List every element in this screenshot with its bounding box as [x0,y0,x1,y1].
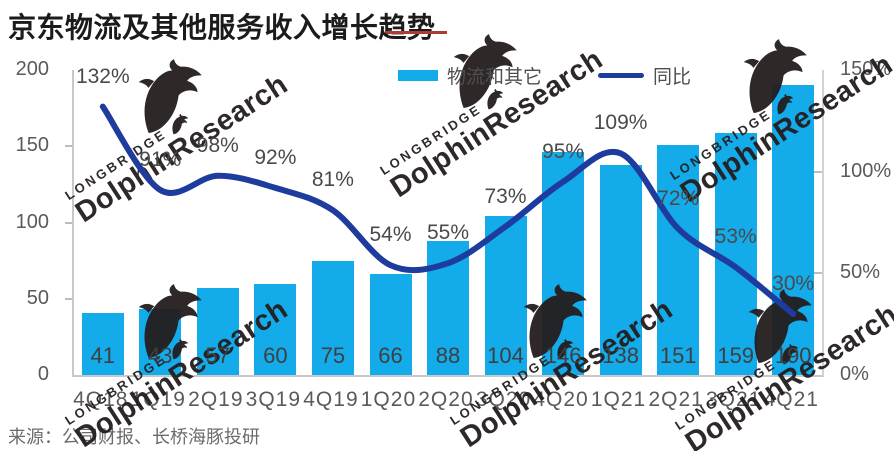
x-axis-label: 2Q19 [188,388,244,411]
bar-value-label: 60 [263,343,288,368]
plot-area: 41 43 57 60 75 66 88 104 146 138 151 159 190 132% 91% 9… [65,65,824,377]
pct-label: 95% [542,139,585,163]
legend: 物流和其它 同比 [398,62,691,89]
bar: 151 [657,144,700,375]
y-axis-tick [65,297,72,300]
y-axis-label-left: 50 [26,286,49,309]
bar: 57 [196,288,239,375]
y-axis-tick [65,221,72,224]
y-axis-label-right: 150% [840,58,892,80]
bar-value-label: 43 [148,343,173,368]
x-axis-label: 4Q21 [763,388,819,411]
bar-value-label: 151 [659,343,697,368]
legend-item-bar: 物流和其它 [398,62,542,89]
pct-label: 72% [657,186,700,210]
x-axis-label: 1Q21 [590,388,647,411]
legend-item-line: 同比 [598,62,691,89]
legend-label-line: 同比 [653,67,692,88]
pct-label: 92% [254,145,297,169]
bar-value-label: 159 [717,343,755,368]
chart-title: 京东物流及其他服务收入增长趋势 [8,12,436,43]
y-axis-label-right: 0% [840,363,869,385]
bar: 60 [254,283,297,375]
bar: 159 [714,132,757,375]
bar: 138 [599,164,642,375]
growth-line [99,103,797,317]
y-axis-tick [65,145,72,148]
pct-label: 30% [772,272,815,295]
x-axis-label: 4Q19 [303,388,359,411]
x-axis-label: 2Q20 [418,388,474,411]
growth-line-path [99,103,797,317]
bar-value-label: 41 [90,343,116,368]
legend-label-bar: 物流和其它 [447,67,543,88]
title-red-mark [386,31,447,34]
y-axis-label-left: 150 [15,134,49,157]
x-axis-label: 4Q18 [73,388,129,411]
y-axis-label-left: 200 [15,58,49,80]
pct-label: 91% [139,148,182,171]
y-axis-left: 0 50 100 150 200 [0,58,64,385]
y-axis-label-left: 100 [15,210,49,233]
pct-label: 132% [75,64,130,88]
bar-value-label: 146 [544,343,582,368]
x-axis-label: 2Q21 [648,388,704,411]
pct-label: 73% [484,184,527,208]
bar-value-label: 138 [602,343,639,368]
bar-value-label: 190 [774,343,812,368]
pct-label: 81% [311,168,354,192]
source-note: 来源：公司财报、长桥海豚投研 [8,427,260,447]
x-axis-label: 1Q20 [360,388,417,411]
bar-value-label: 88 [435,343,461,368]
bar: 66 [369,274,412,375]
y-axis-label-right: 100% [840,159,892,182]
bar: 104 [484,216,527,375]
x-axis-label: 3Q21 [705,388,762,411]
pct-label: 98% [196,133,239,157]
x-axis-label: 3Q19 [245,388,302,411]
x-axis-label: 3Q20 [475,388,532,411]
bar-value-label: 57 [205,343,231,368]
y-axis-tick [814,272,822,275]
bar: 41 [81,312,124,375]
x-axis: 4Q18 1Q19 2Q19 3Q19 4Q19 1Q20 2Q20 3Q20 4Q20 1Q21… [72,388,820,414]
bar-value-label: 104 [487,343,524,368]
line-swatch-icon [598,73,645,78]
bar-value-label: 75 [320,343,346,368]
y-axis-label-right: 50% [840,261,881,284]
pct-label: 55% [426,221,470,245]
pct-label: 53% [714,225,757,249]
x-axis-label: 4Q20 [533,388,589,411]
bar-swatch-icon [398,70,438,81]
pct-label: 54% [369,223,412,247]
pct-label: 109% [593,111,648,135]
bar: 75 [311,260,354,375]
x-axis-label: 1Q19 [130,388,186,411]
y-axis-right: 0% 50% 100% 150% [834,58,894,385]
y-axis-label-left: 0 [37,363,49,385]
bar-value-label: 66 [378,343,403,368]
y-axis-tick [814,170,822,173]
